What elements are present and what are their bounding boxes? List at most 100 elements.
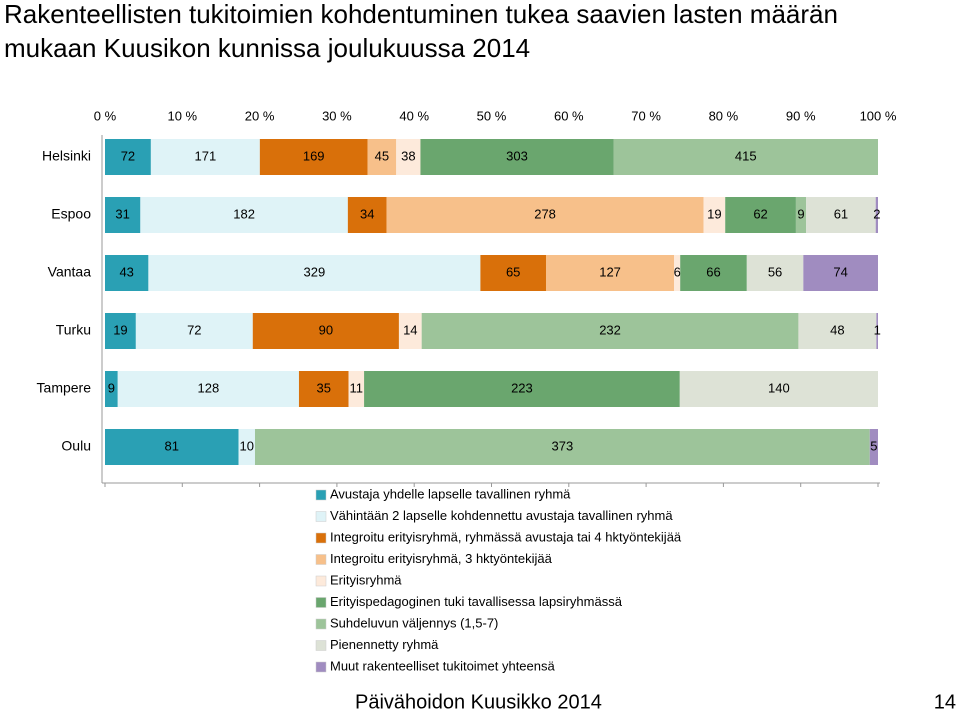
bar-segment [259,139,368,175]
bar-segment [703,197,726,233]
data-label: 65 [506,264,520,279]
bar-segment [480,255,546,291]
bar-segment [140,197,348,233]
x-tick-label: 80 % [709,108,739,123]
legend-label: Suhdeluvun väljennys (1,5-7) [330,615,498,630]
bar-segment [875,197,878,233]
legend-label: Vähintään 2 lapselle kohdennettu avustaj… [330,508,673,523]
data-label: 45 [375,148,389,163]
legend-swatch [315,597,327,608]
legend-swatch [315,575,327,587]
x-tick-label: 40 % [399,108,429,123]
bar-segment [298,371,349,407]
y-tick-label: Vantaa [48,264,92,280]
bar-segment [795,197,807,233]
data-label: 329 [304,264,326,279]
x-tick-label: 90 % [786,108,816,123]
data-label: 11 [350,380,364,395]
data-label: 223 [511,380,533,395]
data-label: 62 [753,206,767,221]
legend-label: Erityispedagoginen tuki tavallisessa lap… [330,594,623,609]
chart-title-line2: mukaan Kuusikon kunnissa joulukuussa 201… [4,33,530,63]
x-tick-label: 100 % [860,108,897,123]
legend-label: Erityisryhmä [330,572,402,587]
data-label: 72 [187,322,201,337]
data-label: 61 [834,206,848,221]
bar-segment [254,429,870,465]
data-label: 278 [534,206,556,221]
data-label: 19 [707,206,721,221]
data-label: 74 [833,264,847,279]
x-tick-label: 60 % [554,108,584,123]
legend-swatch [315,511,327,522]
x-tick-label: 70 % [631,108,661,123]
data-label: 6 [674,264,681,279]
data-label: 128 [197,380,219,395]
bar-segment [803,255,878,291]
bar-segment [105,197,141,233]
data-label: 56 [768,264,782,279]
y-tick-label: Turku [56,322,91,338]
data-label: 169 [303,148,325,163]
data-label: 415 [735,148,757,163]
x-tick-label: 20 % [245,108,275,123]
y-tick-label: Espoo [51,206,91,222]
data-label: 19 [113,322,127,337]
bar-segment [105,139,151,175]
bar-segment [725,197,796,233]
data-label: 9 [108,380,115,395]
page-number: 14 [934,691,956,713]
y-tick-label: Tampere [37,380,92,396]
bar-segment [420,139,614,175]
data-label: 9 [797,206,804,221]
bar-segment [798,313,877,349]
legend-swatch [315,489,327,501]
bar-segment [421,313,799,349]
data-label: 72 [121,148,135,163]
legend-label: Avustaja yhdelle lapselle tavallinen ryh… [330,486,571,501]
bar-segment [386,197,704,233]
bar-segment [396,139,421,175]
bar-segment [674,255,681,291]
bar-segment [105,255,149,291]
bar-segment [545,255,675,291]
legend-swatch [315,554,327,565]
bar-segment [367,139,397,175]
bar-segment [679,371,878,407]
bar-segment [398,313,422,349]
data-label: 303 [506,148,528,163]
data-label: 34 [360,206,374,221]
data-label: 232 [599,322,621,337]
bar-segment [105,313,136,349]
data-label: 14 [403,322,417,337]
x-tick-label: 0 % [94,108,117,123]
x-tick-label: 10 % [167,108,197,123]
bar-segment [869,429,878,465]
bar-segment [238,429,255,465]
bar-segment [806,197,876,233]
bar-segment [135,313,253,349]
bar-segment [105,371,118,407]
legend-label: Integroitu erityisryhmä, 3 hktyöntekijää [330,551,553,566]
data-label: 48 [830,322,844,337]
legend-label: Pienennetty ryhmä [330,637,439,652]
bar-segment [252,313,399,349]
legend-swatch [315,640,327,651]
bar-segment [117,371,299,407]
data-label: 10 [240,438,254,453]
data-label: 35 [316,380,330,395]
data-label: 38 [401,148,415,163]
data-label: 90 [319,322,333,337]
legend-swatch [315,661,327,673]
data-label: 43 [119,264,133,279]
bar-segment [148,255,481,291]
data-label: 1 [874,322,881,337]
data-label: 66 [706,264,720,279]
x-tick-label: 30 % [322,108,352,123]
bar-segment [613,139,878,175]
data-label: 31 [115,206,129,221]
bar-segment [746,255,804,291]
y-tick-label: Helsinki [42,148,91,164]
data-label: 2 [873,206,880,221]
